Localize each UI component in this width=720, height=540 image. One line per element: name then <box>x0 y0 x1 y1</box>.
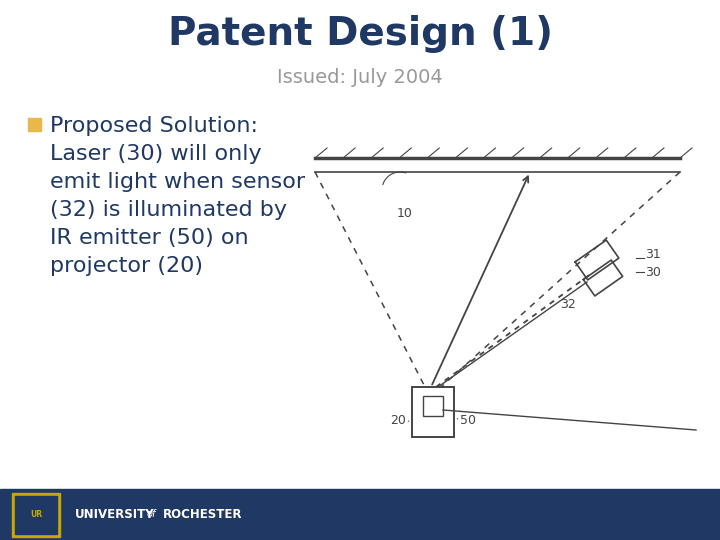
Text: Issued: July 2004: Issued: July 2004 <box>277 68 443 87</box>
Text: Patent Design (1): Patent Design (1) <box>168 15 552 53</box>
Text: of: of <box>147 509 156 519</box>
Bar <box>412 387 454 437</box>
Text: Laser (30) will only: Laser (30) will only <box>50 144 261 164</box>
Text: 20: 20 <box>390 414 406 427</box>
Text: IR emitter (50) on: IR emitter (50) on <box>50 228 248 248</box>
Text: UNIVERSITY: UNIVERSITY <box>75 508 155 521</box>
Text: 30: 30 <box>645 266 661 279</box>
Text: emit light when sensor: emit light when sensor <box>50 172 305 192</box>
Bar <box>423 396 443 416</box>
Text: Proposed Solution:: Proposed Solution: <box>50 116 258 136</box>
Text: ROCHESTER: ROCHESTER <box>163 508 243 521</box>
Text: projector (20): projector (20) <box>50 256 203 276</box>
Bar <box>12 492 60 537</box>
Text: 31: 31 <box>645 248 661 261</box>
Bar <box>28 118 41 131</box>
Bar <box>15 496 57 534</box>
Text: 50: 50 <box>460 414 476 427</box>
Text: 32: 32 <box>560 298 576 311</box>
Text: 10: 10 <box>397 207 413 220</box>
Bar <box>0 489 720 540</box>
Text: UR: UR <box>30 510 42 519</box>
Text: (32) is illuminated by: (32) is illuminated by <box>50 200 287 220</box>
